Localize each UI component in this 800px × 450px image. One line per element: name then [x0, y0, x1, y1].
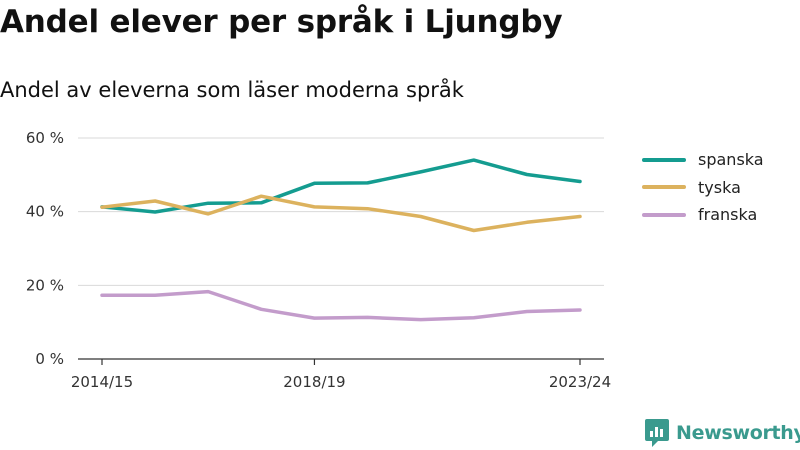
legend-label: franska	[698, 205, 758, 225]
legend-swatch	[642, 157, 686, 162]
newsworthy-logo-icon	[645, 419, 669, 447]
chart-title: Andel elever per språk i Ljungby	[0, 4, 563, 40]
legend-item-franska: franska	[642, 201, 764, 229]
legend-item-spanska: spanska	[642, 146, 764, 174]
legend-label: tyska	[698, 177, 741, 197]
legend-swatch	[642, 185, 686, 190]
y-tick-label: 20 %	[26, 276, 64, 294]
series-line-tyska	[100, 194, 582, 233]
brand-logo: Newsworthy	[644, 418, 800, 448]
legend-item-tyska: tyska	[642, 174, 764, 202]
chart-legend: spanska tyska franska	[642, 146, 764, 229]
legend-label: spanska	[698, 150, 764, 170]
y-tick-label: 0 %	[35, 350, 64, 368]
series-line-franska	[100, 289, 582, 322]
legend-swatch	[642, 212, 686, 217]
x-tick-label: 2023/24	[549, 373, 611, 391]
y-tick-label: 40 %	[26, 203, 64, 221]
x-tick-label: 2014/15	[71, 373, 133, 391]
brand-name: Newsworthy	[676, 422, 800, 444]
chart-subtitle: Andel av eleverna som läser moderna språ…	[0, 78, 464, 102]
x-tick-label: 2018/19	[283, 373, 345, 391]
y-tick-label: 60 %	[26, 129, 64, 147]
